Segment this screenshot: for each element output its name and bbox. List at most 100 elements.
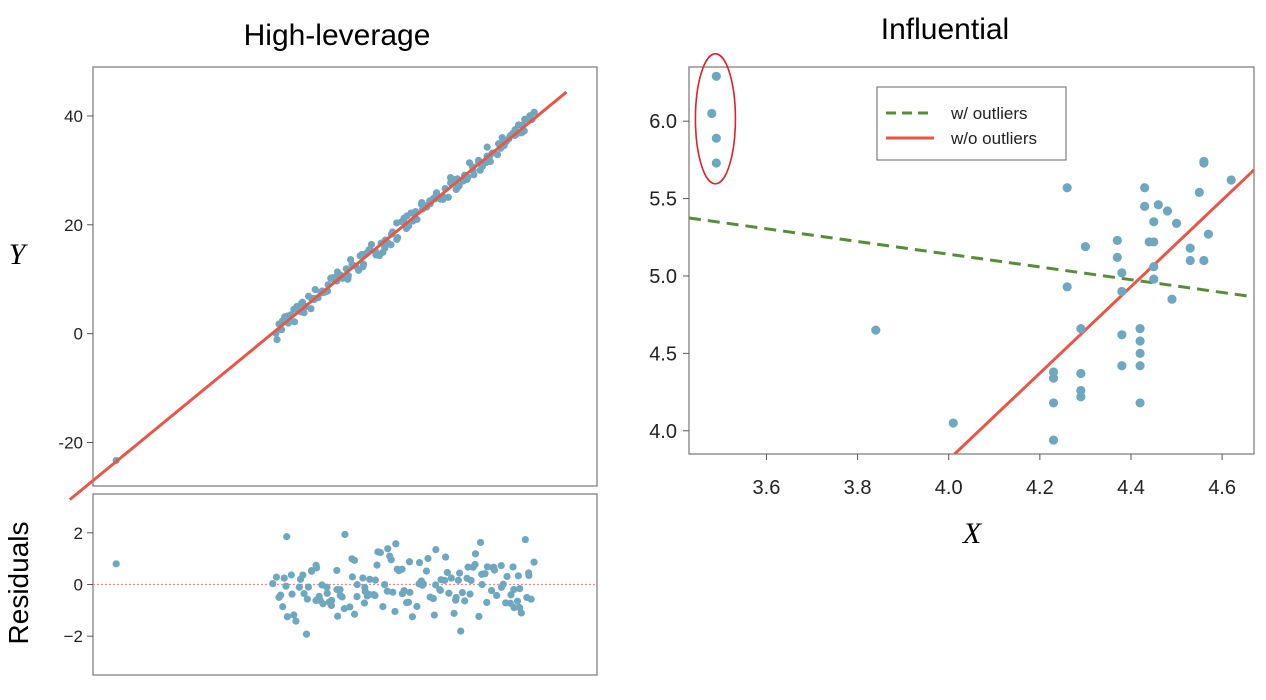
residual-point — [450, 609, 458, 617]
residual-point — [440, 576, 449, 584]
y-tick-label: 20 — [64, 216, 83, 235]
data-point — [1140, 183, 1150, 193]
y-tick-label: −2 — [64, 627, 83, 646]
data-point — [1048, 398, 1059, 408]
residual-point — [319, 600, 327, 608]
residual-point — [328, 596, 336, 604]
data-point — [486, 157, 494, 166]
residual-point — [406, 588, 414, 596]
residual-point — [304, 583, 313, 591]
y-tick-label: 0 — [74, 325, 83, 344]
data-point — [1135, 324, 1145, 334]
legend-box — [876, 86, 1067, 161]
data-point — [1203, 229, 1214, 239]
residual-point — [516, 585, 524, 593]
data-point — [1167, 294, 1177, 304]
residual-point — [366, 575, 374, 583]
residual-point — [303, 595, 311, 603]
residual-point — [499, 580, 507, 588]
data-point — [444, 193, 452, 201]
residual-point — [464, 563, 472, 571]
high-leverage-plot-frame — [92, 66, 598, 487]
residual-point — [405, 558, 414, 566]
residual-point — [441, 553, 450, 561]
x-tick-label: 4.4 — [1117, 477, 1145, 499]
residual-point — [302, 630, 311, 638]
residual-point — [419, 580, 428, 588]
x-tick-label: 3.8 — [844, 477, 872, 499]
residual-point — [279, 603, 287, 611]
residual-point — [359, 574, 367, 582]
data-point — [300, 309, 308, 317]
residual-point — [384, 545, 392, 553]
outlier-highlight-ellipse — [694, 53, 737, 185]
residual-point — [277, 591, 285, 599]
data-point — [711, 133, 721, 143]
data-point — [1171, 218, 1182, 228]
residual-point — [272, 573, 281, 581]
data-point — [1135, 348, 1145, 358]
influential-plot-frame — [688, 66, 1255, 455]
data-point — [711, 71, 721, 81]
data-point — [307, 305, 315, 313]
residual-point — [361, 583, 369, 592]
data-point — [1162, 206, 1173, 216]
legend: w/ outliers w/o outliers — [876, 86, 1067, 161]
residual-point — [471, 560, 479, 569]
data-point — [1149, 217, 1159, 227]
residual-point — [483, 598, 491, 607]
data-point — [1048, 373, 1059, 383]
residual-point — [299, 571, 307, 579]
y-tick-label: 5.0 — [649, 266, 677, 288]
residual-point — [413, 602, 421, 611]
residual-point — [457, 627, 465, 635]
y-tick-label: 4.0 — [649, 421, 677, 443]
residual-point — [360, 599, 369, 607]
residual-point — [348, 573, 357, 581]
data-point — [1076, 392, 1086, 402]
y-tick-label: 40 — [64, 107, 83, 126]
residual-point — [353, 581, 361, 589]
data-point — [530, 108, 538, 116]
residual-point — [391, 607, 399, 616]
residual-point — [334, 612, 342, 620]
data-point — [1135, 361, 1145, 371]
residual-point — [400, 587, 408, 595]
residual-point — [527, 595, 535, 603]
data-point — [1117, 286, 1127, 297]
data-point — [367, 240, 376, 249]
residual-point — [371, 576, 380, 584]
without-outliers-line — [953, 168, 1254, 454]
data-point — [433, 189, 441, 197]
residuals-plot: 2 0 −2 — [64, 524, 597, 646]
y-tick-label: 5.5 — [649, 189, 677, 211]
residual-point — [461, 597, 469, 605]
residual-point — [373, 561, 381, 569]
data-point — [1185, 255, 1195, 266]
data-point — [948, 418, 958, 428]
data-point — [1153, 200, 1163, 210]
y-tick-label: -20 — [58, 433, 83, 452]
residual-point — [517, 609, 525, 617]
data-point — [1194, 187, 1204, 197]
residual-point — [475, 612, 483, 620]
x-tick-label: 4.6 — [1208, 477, 1236, 499]
residual-point — [513, 597, 522, 605]
residual-point — [338, 593, 346, 601]
residual-point — [288, 590, 296, 598]
residual-point — [493, 591, 501, 600]
residual-point — [346, 603, 354, 611]
residual-point — [429, 594, 437, 603]
residual-point — [447, 574, 455, 582]
residual-point — [280, 574, 288, 582]
residual-point — [269, 579, 277, 588]
residual-point — [432, 581, 440, 589]
legend-label-without-outliers: w/o outliers — [950, 129, 1037, 148]
residual-point — [466, 590, 474, 598]
residual-point — [283, 613, 291, 621]
residual-point — [350, 610, 359, 618]
left-panel-title: High-leverage — [244, 19, 431, 52]
with-outliers-line — [689, 216, 1254, 299]
residual-point — [489, 564, 497, 572]
